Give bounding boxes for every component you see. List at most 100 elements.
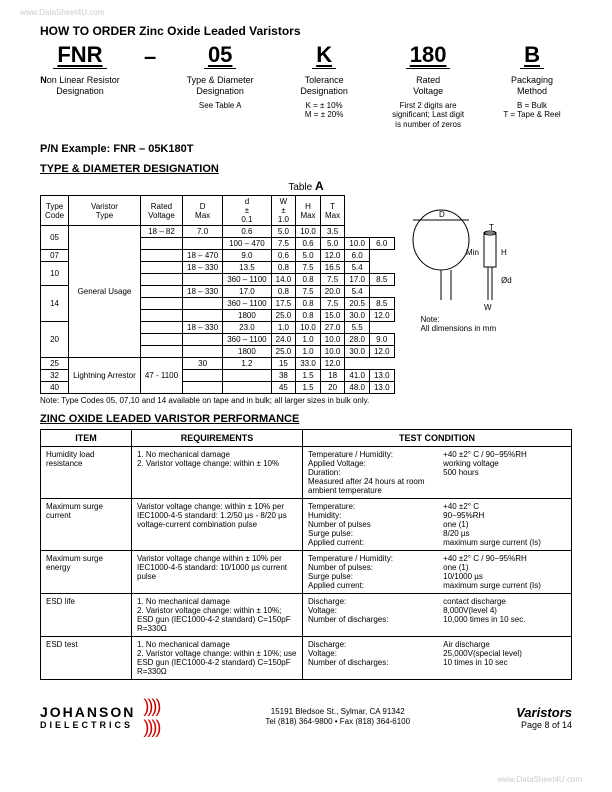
table-a-header: HMax (296, 196, 321, 226)
table-cell: 20 (41, 322, 69, 358)
diagram-note: All dimensions in mm (421, 324, 497, 333)
order-code: K (312, 42, 336, 69)
table-cell: 360 – 1100 (223, 334, 271, 346)
watermark-top: www.DataSheet4U.com (20, 8, 104, 17)
table-cell: 360 – 1100 (223, 274, 271, 286)
page-footer: JOHANSON DIELECTRICS )))))))) 15191 Bled… (40, 696, 572, 738)
table-cell (183, 334, 223, 346)
footer-product: Varistors (516, 705, 572, 720)
table-cell (183, 310, 223, 322)
table-cell: 17.0 (223, 286, 271, 298)
table-cell: 15 (271, 358, 296, 370)
table-cell: 7.0 (183, 226, 223, 238)
table-cell: 25.0 (271, 346, 296, 358)
table-a-header: TMax (320, 196, 345, 226)
table-row: 25Lightning Arrestor47 - 1100301.21533.0… (41, 358, 395, 370)
perf-cond: Discharge:contact dischargeVoltage:8,000… (303, 594, 572, 637)
table-cell (183, 298, 223, 310)
table-cell: 14.0 (271, 274, 296, 286)
table-cell: 12.0 (320, 358, 345, 370)
table-cell: 30.0 (345, 310, 370, 322)
table-cell: 07 (41, 250, 69, 262)
table-cell: 10.0 (296, 226, 321, 238)
table-cell: 9.0 (369, 334, 394, 346)
performance-table: ITEMREQUIREMENTSTEST CONDITIONHumidity l… (40, 429, 572, 680)
order-code: B (520, 42, 544, 69)
table-cell: 20.0 (320, 286, 345, 298)
table-cell: 18 – 330 (183, 286, 223, 298)
table-cell: General Usage (69, 226, 141, 358)
table-cell: 18 – 330 (183, 262, 223, 274)
perf-cond: Temperature / Humidity:+40 ±2° C / 90−95… (303, 447, 572, 499)
table-cell: 12.0 (369, 346, 394, 358)
table-row: Humidity load resistance1. No mechanical… (41, 447, 572, 499)
table-cell: 20 (320, 382, 345, 394)
perf-req: 1. No mechanical damage2. Varistor volta… (132, 637, 303, 680)
table-cell (140, 334, 182, 346)
table-cell: 8.5 (369, 298, 394, 310)
table-cell: 7.5 (296, 262, 321, 274)
order-row: FNRNon Linear ResistorDesignation–05Type… (40, 42, 572, 129)
table-cell (223, 382, 271, 394)
table-cell (140, 274, 182, 286)
table-a-note: Note: Type Codes 05, 07,10 and 14 availa… (40, 396, 572, 405)
table-cell: 30 (183, 358, 223, 370)
svg-text:Min: Min (466, 248, 479, 257)
table-cell (223, 370, 271, 382)
table-cell: 17.0 (345, 274, 370, 286)
table-cell: 0.8 (271, 262, 296, 274)
table-cell: 1.0 (296, 334, 321, 346)
table-cell: 48.0 (345, 382, 370, 394)
perf-req: 1. No mechanical damage2. Varistor volta… (132, 447, 303, 499)
table-row: 05General Usage18 – 827.00.65.010.03.5 (41, 226, 395, 238)
table-cell: 5.0 (271, 226, 296, 238)
table-cell: 05 (41, 226, 69, 250)
table-a-header: d±0.1 (223, 196, 271, 226)
table-cell (140, 250, 182, 262)
watermark-bottom: www.DataSheet4U.com (498, 775, 582, 784)
table-a-label-pre: Table (288, 182, 312, 193)
table-cell: 1800 (223, 346, 271, 358)
table-cell: 10.0 (345, 238, 370, 250)
table-cell: 7.5 (271, 238, 296, 250)
table-cell: Lightning Arrestor (69, 358, 141, 394)
table-cell: 7.5 (320, 274, 345, 286)
table-cell: 0.8 (296, 298, 321, 310)
order-desc: See Table A (180, 101, 260, 111)
table-cell: 32 (41, 370, 69, 382)
table-cell: 12.0 (369, 310, 394, 322)
table-cell: 100 – 470 (223, 238, 271, 250)
table-cell: 33.0 (296, 358, 321, 370)
table-cell: 8.5 (369, 274, 394, 286)
logo-swirl-icon: )))))))) (143, 696, 159, 738)
perf-header: ITEM (41, 430, 132, 447)
table-cell: 1.0 (271, 322, 296, 334)
table-cell: 0.8 (296, 310, 321, 322)
table-cell: 18 (320, 370, 345, 382)
order-desc: B = BulkT = Tape & Reel (492, 101, 572, 120)
perf-cond: Temperature / Humidity:+40 ±2° C / 90−95… (303, 551, 572, 594)
table-cell: 24.0 (271, 334, 296, 346)
table-cell: 13.0 (369, 382, 394, 394)
table-cell: 25.0 (271, 310, 296, 322)
perf-header: REQUIREMENTS (132, 430, 303, 447)
table-cell: 9.0 (223, 250, 271, 262)
perf-item: Humidity load resistance (41, 447, 132, 499)
table-cell: 5.4 (345, 262, 370, 274)
table-cell: 6.0 (369, 238, 394, 250)
table-cell: 13.5 (223, 262, 271, 274)
table-cell (140, 322, 182, 334)
table-cell: 1800 (223, 310, 271, 322)
table-cell: 10.0 (296, 322, 321, 334)
table-cell: 1.5 (296, 382, 321, 394)
table-cell: 10.0 (320, 346, 345, 358)
table-row: ESD life1. No mechanical damage2. Varist… (41, 594, 572, 637)
page-title: HOW TO ORDER Zinc Oxide Leaded Varistors (40, 24, 572, 38)
table-cell (140, 238, 182, 250)
table-cell: 1.2 (223, 358, 271, 370)
order-col: FNRNon Linear ResistorDesignation (40, 42, 120, 129)
table-a-label-big: A (315, 179, 324, 193)
perf-header: TEST CONDITION (303, 430, 572, 447)
table-cell: 23.0 (223, 322, 271, 334)
order-col: BPackagingMethodB = BulkT = Tape & Reel (492, 42, 572, 129)
